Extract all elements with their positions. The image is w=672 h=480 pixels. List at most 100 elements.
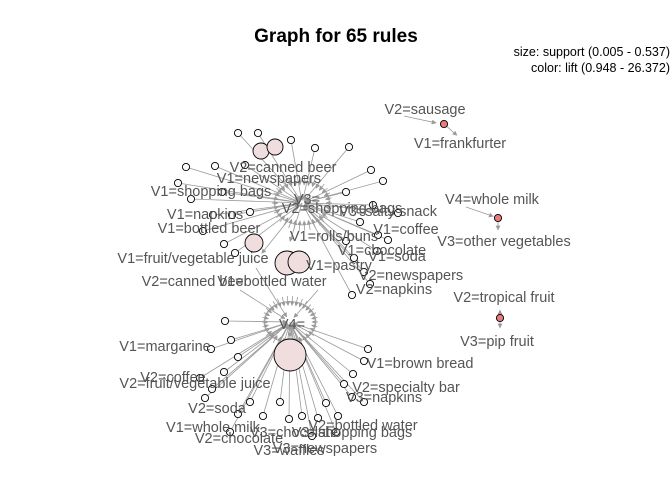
rule-edge (223, 204, 300, 245)
label-v1-brown-bread: V1=brown bread (367, 356, 474, 372)
hub-arrow (302, 301, 308, 309)
rule-node (207, 384, 217, 394)
label-v1-bottled-beer: V1=bottled beer (158, 221, 261, 237)
rule-edge (190, 198, 300, 206)
rule-edge (304, 169, 372, 203)
hub-arrow (268, 304, 275, 311)
rule-node (331, 427, 341, 437)
hub-arrow (321, 187, 328, 194)
rule-node (359, 267, 369, 277)
rule-node (195, 373, 205, 383)
hub-arrow (272, 195, 279, 201)
label-v1-rolls-buns: V1=rolls/buns (290, 229, 378, 245)
hub-arrow (325, 205, 332, 211)
hub-arrow (272, 335, 278, 343)
hub-arrow (298, 298, 304, 308)
rule-node (286, 135, 296, 145)
label-v1-newspapers: V1=newspapers (217, 171, 321, 187)
label-v1-coffee: V1=coffee (373, 222, 438, 238)
label-v3-chocolate: V3=chocolate (250, 425, 338, 441)
label-v1-shopping-bags: V1=shopping bags (151, 184, 272, 200)
hub-arrow (285, 296, 291, 306)
rule-node (347, 290, 357, 300)
rule-node (365, 279, 375, 289)
hub-arrow (308, 330, 315, 336)
hub-arrow (268, 333, 275, 340)
rule-node (208, 210, 218, 220)
rule-edge (292, 323, 365, 362)
hub-arrow (311, 324, 318, 329)
rule-node (245, 397, 255, 407)
rule-edge (212, 201, 300, 216)
legend-color: color: lift (0.948 - 26.372) (531, 61, 670, 75)
hub-arrow (283, 217, 289, 226)
rule-node (383, 235, 393, 245)
rule-node (219, 367, 229, 377)
rule-edge (199, 323, 288, 379)
label-v1-frankfurter: V1=frankfurter (414, 136, 506, 152)
rule-node (258, 411, 268, 421)
rule-node (173, 178, 183, 188)
rule-node-large (273, 338, 307, 372)
rule-node (233, 128, 243, 138)
hub-arrow (283, 180, 289, 189)
hub-arrow (302, 335, 308, 343)
rule-node-large (266, 138, 284, 156)
label-v3-napkins: V3=napkins (346, 390, 422, 406)
rule-node (359, 356, 369, 366)
hub-arrow (273, 209, 281, 215)
rule-node (339, 379, 349, 389)
hub-arrow (325, 195, 332, 201)
hub-arrow (276, 212, 283, 219)
rule-edge (304, 202, 361, 223)
rule-node-large (244, 233, 264, 253)
rule-node (219, 239, 229, 249)
rule-node-high-lift (493, 213, 503, 223)
rule-node (393, 208, 403, 218)
rule-node (226, 335, 236, 345)
rule-node (373, 230, 383, 240)
rule-node (355, 217, 365, 227)
label-v3-waffles: V3=waffles (253, 443, 324, 459)
rule-edge (304, 204, 378, 252)
hub-arrow (263, 311, 271, 316)
rule-node (210, 161, 220, 171)
label-v3-shopping-bags: V3=shopping bags (292, 425, 413, 441)
label-v1-soda: V1=soda (368, 249, 427, 265)
hub-arrow (292, 219, 298, 231)
hub-arrow (306, 219, 312, 231)
rule-node-high-lift (495, 313, 505, 323)
hub-arrow (292, 175, 298, 187)
label-v2-fruit-vegetable-juice: V2=fruit/vegetable juice (119, 376, 270, 392)
rule-node (230, 248, 240, 258)
rule-node (368, 200, 378, 210)
rule-edge (202, 202, 300, 232)
hub-arrow (309, 328, 317, 333)
rule-node (253, 128, 263, 138)
graph-title: Graph for 65 rules (254, 26, 418, 47)
label-v2-tropical-fruit: V2=tropical fruit (453, 290, 554, 306)
rule-node (372, 246, 382, 256)
hub-arrow (318, 183, 325, 191)
rule-edge (230, 321, 288, 341)
rule-node (233, 352, 243, 362)
hub-arrow (323, 209, 331, 215)
rule-node (341, 187, 351, 197)
label-layer: V2=sausage V1=frankfurter V4=whole milk … (117, 102, 570, 459)
rule-edge (185, 166, 300, 204)
hub-arrow (288, 218, 293, 229)
label-v3-salty-snack: V3=salty snack (339, 204, 438, 220)
label-v2-soda: V2=soda (188, 401, 247, 417)
rule-edge (292, 322, 369, 350)
label-v1-bottled-water: V1=bottled water (217, 274, 326, 290)
hub-arrow (265, 308, 272, 314)
label-v1-napkins: V1=napkins (167, 207, 243, 223)
rule-node (275, 397, 285, 407)
rule-node (198, 226, 208, 236)
hub-arrow (297, 220, 302, 231)
hub-arrow (315, 217, 321, 226)
rule-node (297, 411, 307, 421)
rule-node (220, 316, 230, 326)
rule-node (200, 393, 210, 403)
